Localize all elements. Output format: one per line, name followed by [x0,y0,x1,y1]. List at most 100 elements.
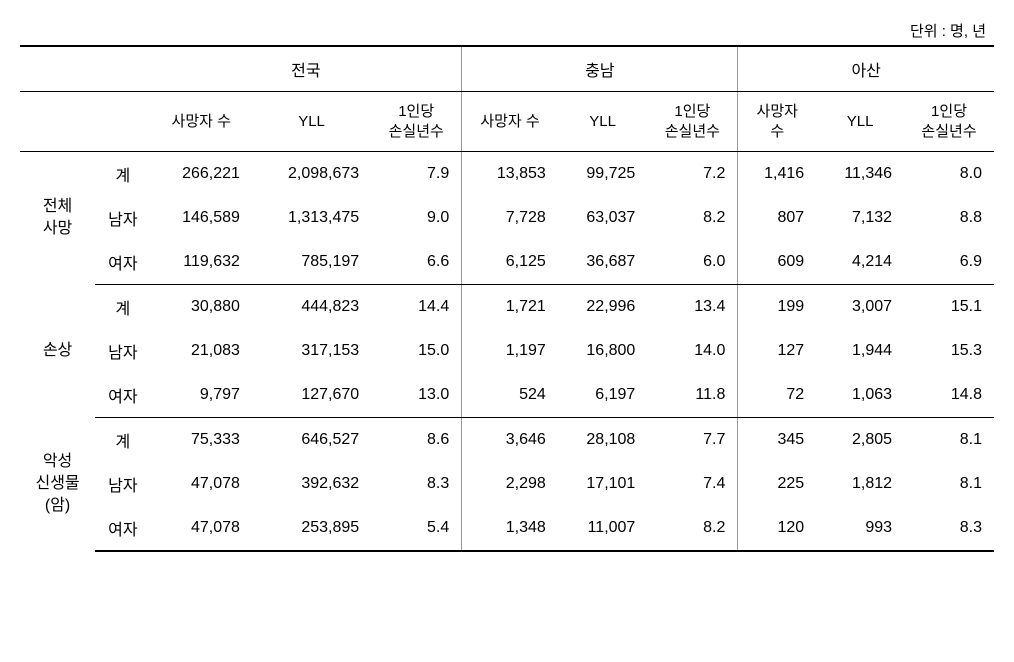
cell-value: 1,313,475 [252,196,371,240]
col-percapita-national: 1인당손실년수 [371,92,462,152]
cell-value: 8.3 [371,462,462,506]
cell-value: 7.4 [647,462,738,506]
cell-value: 36,687 [558,240,648,285]
cell-value: 2,298 [462,462,558,506]
cell-value: 8.6 [371,418,462,463]
cell-value: 11,007 [558,506,648,551]
region-header-asan: 아산 [738,46,994,92]
category-total-death: 전체사망 [20,152,95,285]
cell-value: 1,197 [462,329,558,373]
col-percapita-chungnam: 1인당손실년수 [647,92,738,152]
cell-value: 63,037 [558,196,648,240]
row-label-male: 남자 [95,329,150,373]
cell-value: 5.4 [371,506,462,551]
cell-value: 7.9 [371,152,462,197]
cell-value: 253,895 [252,506,371,551]
cell-value: 127,670 [252,373,371,418]
cell-value: 15.1 [904,285,994,330]
col-deaths-asan: 사망자수 [738,92,816,152]
cell-value: 444,823 [252,285,371,330]
cell-value: 6,197 [558,373,648,418]
cell-value: 8.1 [904,418,994,463]
cell-value: 8.2 [647,196,738,240]
row-label-total: 계 [95,285,150,330]
cell-value: 21,083 [151,329,252,373]
cell-value: 13.4 [647,285,738,330]
cell-value: 785,197 [252,240,371,285]
cell-value: 120 [738,506,816,551]
cell-value: 14.0 [647,329,738,373]
unit-label: 단위 : 명, 년 [20,20,994,41]
blank-corner [20,46,151,92]
cell-value: 646,527 [252,418,371,463]
cell-value: 993 [816,506,904,551]
table-row: 여자 47,078 253,895 5.4 1,348 11,007 8.2 1… [20,506,994,551]
cell-value: 72 [738,373,816,418]
row-label-total: 계 [95,418,150,463]
cell-value: 7,132 [816,196,904,240]
col-yll-chungnam: YLL [558,92,648,152]
cell-value: 1,812 [816,462,904,506]
cell-value: 345 [738,418,816,463]
col-yll-national: YLL [252,92,371,152]
cell-value: 225 [738,462,816,506]
cell-value: 2,805 [816,418,904,463]
cell-value: 75,333 [151,418,252,463]
row-label-male: 남자 [95,462,150,506]
cell-value: 4,214 [816,240,904,285]
cell-value: 16,800 [558,329,648,373]
cell-value: 392,632 [252,462,371,506]
table-row: 악성신생물(암) 계 75,333 646,527 8.6 3,646 28,1… [20,418,994,463]
col-deaths-national: 사망자 수 [151,92,252,152]
blank-subheader [20,92,151,152]
region-header-row: 전국 충남 아산 [20,46,994,92]
cell-value: 22,996 [558,285,648,330]
cell-value: 9.0 [371,196,462,240]
cell-value: 6.0 [647,240,738,285]
cell-value: 99,725 [558,152,648,197]
cell-value: 11.8 [647,373,738,418]
cell-value: 6,125 [462,240,558,285]
cell-value: 8.0 [904,152,994,197]
cell-value: 9,797 [151,373,252,418]
table-row: 손상 계 30,880 444,823 14.4 1,721 22,996 13… [20,285,994,330]
table-row: 여자 119,632 785,197 6.6 6,125 36,687 6.0 … [20,240,994,285]
cell-value: 609 [738,240,816,285]
cell-value: 14.8 [904,373,994,418]
cell-value: 266,221 [151,152,252,197]
cell-value: 13.0 [371,373,462,418]
cell-value: 6.9 [904,240,994,285]
cell-value: 14.4 [371,285,462,330]
cell-value: 1,944 [816,329,904,373]
cell-value: 8.2 [647,506,738,551]
cell-value: 199 [738,285,816,330]
cell-value: 11,346 [816,152,904,197]
cell-value: 6.6 [371,240,462,285]
table-row: 남자 47,078 392,632 8.3 2,298 17,101 7.4 2… [20,462,994,506]
col-deaths-chungnam: 사망자 수 [462,92,558,152]
cell-value: 7,728 [462,196,558,240]
table-row: 남자 146,589 1,313,475 9.0 7,728 63,037 8.… [20,196,994,240]
cell-value: 15.3 [904,329,994,373]
cell-value: 47,078 [151,462,252,506]
cell-value: 8.3 [904,506,994,551]
cell-value: 17,101 [558,462,648,506]
cell-value: 8.1 [904,462,994,506]
row-label-female: 여자 [95,240,150,285]
cell-value: 127 [738,329,816,373]
cell-value: 317,153 [252,329,371,373]
cell-value: 1,721 [462,285,558,330]
column-header-row: 사망자 수 YLL 1인당손실년수 사망자 수 YLL 1인당손실년수 사망자수… [20,92,994,152]
cell-value: 146,589 [151,196,252,240]
cell-value: 7.7 [647,418,738,463]
cell-value: 119,632 [151,240,252,285]
region-header-national: 전국 [151,46,462,92]
cell-value: 1,063 [816,373,904,418]
col-yll-asan: YLL [816,92,904,152]
col-percapita-asan: 1인당손실년수 [904,92,994,152]
row-label-male: 남자 [95,196,150,240]
cell-value: 15.0 [371,329,462,373]
cell-value: 3,646 [462,418,558,463]
row-label-total: 계 [95,152,150,197]
cell-value: 28,108 [558,418,648,463]
